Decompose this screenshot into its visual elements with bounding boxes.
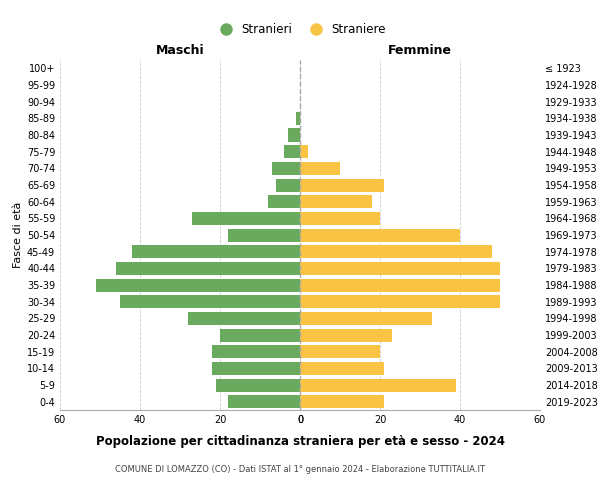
Bar (300, 178, 384, 192)
Bar (300, 362, 384, 375)
Bar (192, 212, 300, 225)
Bar (300, 228, 460, 241)
Bar (300, 245, 492, 258)
Bar (188, 312, 300, 325)
Text: COMUNE DI LOMAZZO (CO) - Dati ISTAT al 1° gennaio 2024 - Elaborazione TUTTITALIA: COMUNE DI LOMAZZO (CO) - Dati ISTAT al 1… (115, 465, 485, 474)
Text: Popolazione per cittadinanza straniera per età e sesso - 2024: Popolazione per cittadinanza straniera p… (95, 435, 505, 448)
Bar (276, 178, 300, 192)
Bar (96, 278, 300, 291)
Bar (272, 162, 300, 175)
Bar (300, 195, 372, 208)
Bar (220, 328, 300, 342)
Bar (300, 312, 432, 325)
Bar (268, 195, 300, 208)
Bar (228, 228, 300, 241)
Bar (288, 128, 300, 141)
Title: Femmine: Femmine (388, 44, 452, 58)
Bar (300, 145, 308, 158)
Bar (216, 378, 300, 392)
Bar (296, 112, 300, 125)
Bar (212, 345, 300, 358)
Title: Maschi: Maschi (155, 44, 205, 58)
Bar (300, 262, 500, 275)
Bar (132, 245, 300, 258)
Bar (300, 395, 384, 408)
Bar (300, 345, 380, 358)
Bar (284, 145, 300, 158)
Bar (228, 395, 300, 408)
Bar (300, 378, 456, 392)
Bar (300, 162, 340, 175)
Bar (300, 278, 500, 291)
Bar (300, 328, 392, 342)
Bar (300, 212, 380, 225)
Bar (300, 295, 500, 308)
Bar (212, 362, 300, 375)
Y-axis label: Fasce di età: Fasce di età (13, 202, 23, 268)
Legend: Stranieri, Straniere: Stranieri, Straniere (209, 18, 391, 41)
Bar (116, 262, 300, 275)
Bar (120, 295, 300, 308)
